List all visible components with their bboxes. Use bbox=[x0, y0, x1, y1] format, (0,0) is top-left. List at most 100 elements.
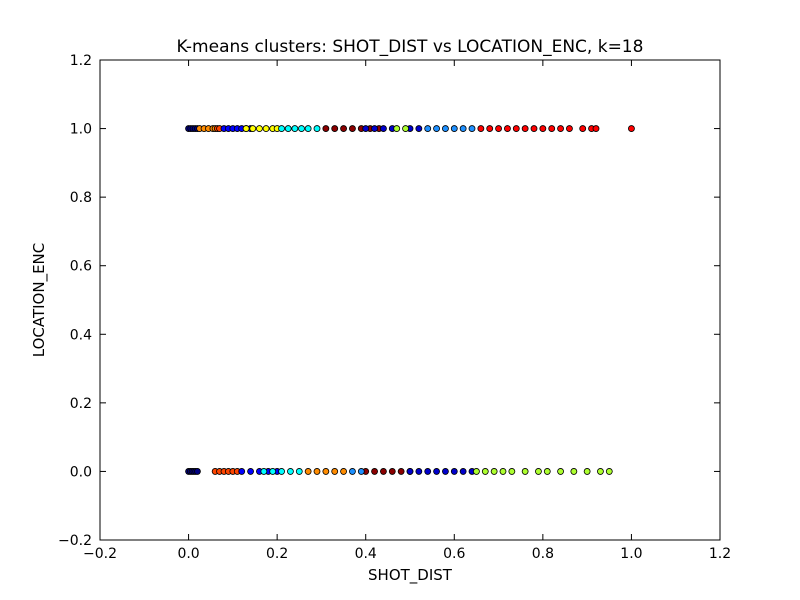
x-tick-label: 0.2 bbox=[266, 546, 288, 562]
data-point bbox=[322, 468, 330, 475]
data-point bbox=[424, 468, 432, 475]
data-point bbox=[340, 468, 347, 475]
data-point bbox=[490, 468, 498, 475]
data-point bbox=[473, 468, 480, 475]
data-point bbox=[295, 468, 303, 475]
data-point bbox=[424, 125, 432, 132]
data-point bbox=[579, 125, 587, 132]
data-point bbox=[495, 125, 502, 132]
data-point bbox=[597, 468, 604, 475]
data-point bbox=[459, 125, 467, 132]
data-point bbox=[322, 125, 330, 132]
data-point bbox=[535, 468, 542, 475]
data-point bbox=[477, 125, 485, 132]
data-point bbox=[242, 125, 250, 132]
data-point bbox=[433, 125, 440, 132]
data-point bbox=[313, 125, 321, 132]
data-point bbox=[557, 468, 564, 475]
data-point bbox=[504, 125, 511, 132]
x-axis-ticks: −0.2 0.0 0.2 0.4 0.6 0.8 1.0 1.2 bbox=[83, 60, 731, 562]
data-point bbox=[278, 125, 285, 132]
data-point bbox=[256, 125, 263, 132]
plot-frame bbox=[99, 59, 721, 541]
data-point bbox=[260, 468, 268, 475]
y-tick-label: 0.0 bbox=[70, 464, 92, 480]
data-point bbox=[521, 125, 529, 132]
data-point bbox=[371, 468, 378, 475]
data-point bbox=[570, 468, 578, 475]
data-point bbox=[481, 468, 489, 475]
y-tick-label: −0.2 bbox=[58, 533, 92, 549]
data-point bbox=[512, 125, 520, 132]
data-point bbox=[433, 468, 440, 475]
data-point bbox=[291, 125, 299, 132]
data-point bbox=[557, 125, 564, 132]
data-point bbox=[331, 125, 339, 132]
data-point bbox=[388, 468, 396, 475]
x-tick-label: 0.8 bbox=[532, 546, 554, 562]
y-tick-label: 0.6 bbox=[70, 259, 92, 275]
data-point bbox=[415, 468, 423, 475]
data-point bbox=[298, 125, 305, 132]
data-point bbox=[406, 468, 414, 475]
data-point bbox=[349, 468, 356, 475]
data-point bbox=[371, 125, 378, 132]
data-point bbox=[566, 125, 573, 132]
data-point bbox=[287, 468, 294, 475]
x-tick-label: 0.0 bbox=[177, 546, 199, 562]
data-point bbox=[249, 125, 257, 132]
x-tick-label: 1.2 bbox=[709, 546, 731, 562]
data-point bbox=[530, 125, 538, 132]
data-point bbox=[304, 468, 312, 475]
data-point bbox=[402, 125, 409, 132]
data-point bbox=[380, 468, 387, 475]
data-point bbox=[583, 468, 591, 475]
data-point bbox=[278, 468, 285, 475]
data-point bbox=[539, 125, 547, 132]
chart-title: K-means clusters: SHOT_DIST vs LOCATION_… bbox=[177, 37, 644, 57]
data-point bbox=[521, 468, 529, 475]
data-point bbox=[548, 125, 556, 132]
x-tick-label: 1.0 bbox=[620, 546, 642, 562]
data-point bbox=[605, 468, 613, 475]
y-tick-label: 1.0 bbox=[70, 122, 92, 138]
x-tick-label: 0.4 bbox=[355, 546, 377, 562]
data-point bbox=[628, 125, 635, 132]
data-point bbox=[450, 468, 458, 475]
data-point bbox=[304, 125, 312, 132]
y-tick-label: 1.2 bbox=[70, 53, 92, 69]
data-point bbox=[380, 125, 387, 132]
data-point bbox=[313, 468, 321, 475]
data-points bbox=[185, 125, 635, 475]
data-point bbox=[592, 125, 600, 132]
data-point bbox=[393, 125, 401, 132]
x-axis-label: SHOT_DIST bbox=[368, 566, 453, 585]
data-point bbox=[397, 468, 405, 475]
x-tick-label: 0.6 bbox=[443, 546, 465, 562]
data-point bbox=[238, 468, 246, 475]
y-tick-label: 0.2 bbox=[70, 396, 92, 412]
data-point bbox=[331, 468, 339, 475]
y-axis-label: LOCATION_ENC bbox=[30, 243, 49, 358]
data-point bbox=[499, 468, 507, 475]
data-point bbox=[450, 125, 458, 132]
data-point bbox=[357, 468, 365, 475]
data-point bbox=[415, 125, 423, 132]
data-point bbox=[508, 468, 516, 475]
data-point bbox=[340, 125, 347, 132]
y-tick-label: 0.4 bbox=[70, 327, 92, 343]
data-point bbox=[442, 468, 449, 475]
data-point bbox=[362, 125, 370, 132]
data-point bbox=[459, 468, 467, 475]
data-point bbox=[284, 125, 292, 132]
data-point bbox=[543, 468, 551, 475]
data-point bbox=[442, 125, 449, 132]
data-point bbox=[468, 125, 476, 132]
data-point bbox=[262, 125, 270, 132]
data-point bbox=[349, 125, 356, 132]
data-point bbox=[269, 468, 277, 475]
y-tick-label: 0.8 bbox=[70, 190, 92, 206]
data-point bbox=[486, 125, 494, 132]
